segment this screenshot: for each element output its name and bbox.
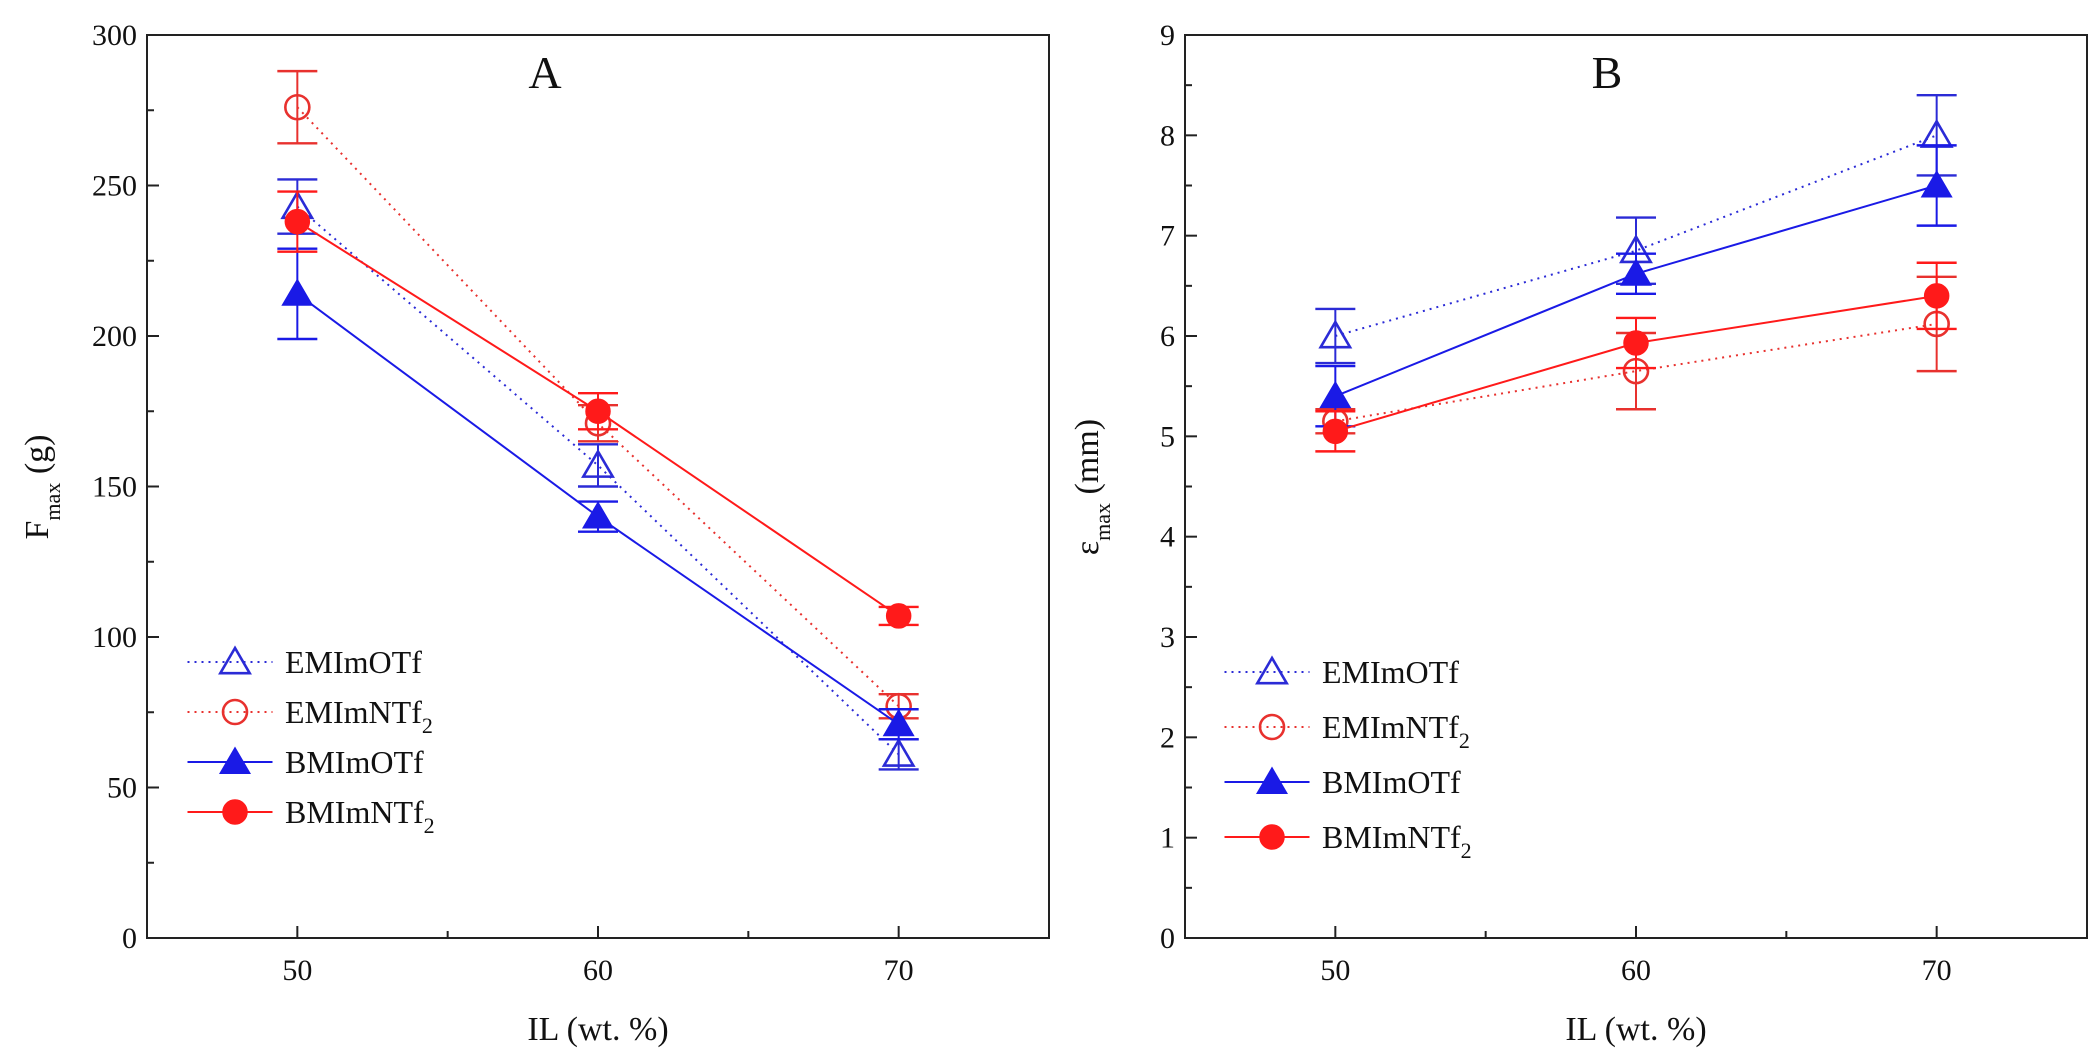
- data-point: [1319, 380, 1352, 409]
- panel-label: A: [528, 47, 561, 98]
- series-bmimotf: [1315, 144, 1957, 428]
- y-tick-label: 0: [1160, 922, 1175, 955]
- legend-item: BMImOTf: [1224, 764, 1461, 800]
- legend-label: EMImOTf: [1322, 654, 1459, 690]
- legend-item: BMImNTf2: [1224, 819, 1472, 863]
- y-tick-label: 8: [1160, 119, 1175, 152]
- legend-marker: [1258, 713, 1286, 741]
- y-tick-label: 2: [1160, 721, 1175, 754]
- data-point: [585, 398, 611, 424]
- data-point: [1923, 283, 1950, 309]
- y-tick-label: 7: [1160, 220, 1175, 253]
- data-point: [1920, 170, 1953, 198]
- y-tick-label: 5: [1160, 420, 1175, 453]
- legend-item: BMImNTf2: [187, 794, 435, 838]
- y-tick-label: 250: [92, 170, 137, 203]
- x-axis-label: IL (wt. %): [1565, 1011, 1706, 1048]
- panel-label: B: [1592, 47, 1623, 98]
- x-tick-label: 70: [884, 954, 914, 987]
- data-point: [885, 603, 912, 629]
- legend-label: BMImNTf2: [285, 794, 435, 838]
- y-tick-label: 300: [92, 19, 137, 52]
- x-tick-label: 50: [282, 954, 312, 987]
- chart-panel-a: 50 60 70 0 50 100 150 200 250 300 IL (wt. %) Fmax (…: [19, 19, 1050, 1048]
- series-bmimotf: [277, 247, 919, 741]
- y-tick-label: 0: [122, 922, 137, 955]
- data-point: [284, 93, 311, 121]
- data-point: [1318, 319, 1353, 349]
- x-tick-label: 70: [1922, 954, 1952, 987]
- y-tick-label: 3: [1160, 621, 1175, 654]
- data-point: [881, 737, 916, 767]
- legend-item: EMImNTf2: [1224, 709, 1470, 753]
- legend-marker: [221, 698, 249, 726]
- legend-item: EMImOTf: [187, 644, 422, 680]
- x-axis-label: IL (wt. %): [527, 1011, 668, 1048]
- y-tick-label: 9: [1160, 19, 1175, 52]
- y-tick-label: 50: [107, 772, 137, 805]
- data-point: [1623, 330, 1649, 356]
- y-axis-label: εmax (mm): [1069, 419, 1115, 555]
- data-point: [281, 278, 314, 306]
- y-axis-label: Fmax (g): [19, 435, 65, 540]
- series-bmimntf2: [277, 190, 919, 629]
- series-bmimntf2: [1315, 261, 1957, 453]
- x-tick-label: 50: [1320, 954, 1350, 987]
- legend-label: BMImOTf: [1322, 764, 1461, 800]
- x-tick-label: 60: [583, 954, 613, 987]
- data-point: [1619, 258, 1653, 286]
- data-point: [882, 708, 915, 737]
- chart-panel-b: 50 60 70 0 1 2 3 4 5 6 7 8 9 IL (wt. %) εmax (mm) B EMIm…: [1069, 19, 2088, 1048]
- legend-marker: [218, 746, 252, 774]
- x-tick-label: 60: [1621, 954, 1651, 987]
- legend-label: EMImNTf2: [1322, 709, 1470, 753]
- plot-frame: [1184, 34, 2088, 939]
- y-tick-label: 200: [92, 320, 137, 353]
- legend-marker: [218, 645, 252, 675]
- data-point: [1322, 418, 1349, 445]
- legend-marker: [1255, 655, 1289, 685]
- legend-item: BMImOTf: [187, 744, 424, 780]
- y-tick-label: 1: [1160, 822, 1175, 855]
- legend-item: EMImOTf: [1224, 654, 1459, 690]
- series-emimotf: [277, 178, 919, 771]
- legend-marker: [222, 799, 248, 825]
- legend-label: EMImOTf: [285, 644, 422, 680]
- legend-item: EMImNTf2: [187, 694, 433, 738]
- legend-label: EMImNTf2: [285, 694, 433, 738]
- legend-label: BMImOTf: [285, 744, 424, 780]
- y-tick-label: 4: [1160, 521, 1175, 554]
- y-tick-label: 100: [92, 621, 137, 654]
- legend: EMImOTf EMImNTf2 BMImOTf BMImNTf2: [1224, 654, 1472, 863]
- data-point: [581, 448, 615, 478]
- legend-marker: [1259, 824, 1285, 850]
- legend-marker: [1255, 766, 1289, 794]
- y-tick-label: 150: [92, 471, 137, 504]
- data-point: [284, 208, 311, 235]
- y-tick-label: 6: [1160, 320, 1175, 353]
- data-point: [581, 501, 615, 529]
- legend-label: BMImNTf2: [1322, 819, 1472, 863]
- legend: EMImOTf EMImNTf2 BMImOTf BMImNTf2: [187, 644, 435, 838]
